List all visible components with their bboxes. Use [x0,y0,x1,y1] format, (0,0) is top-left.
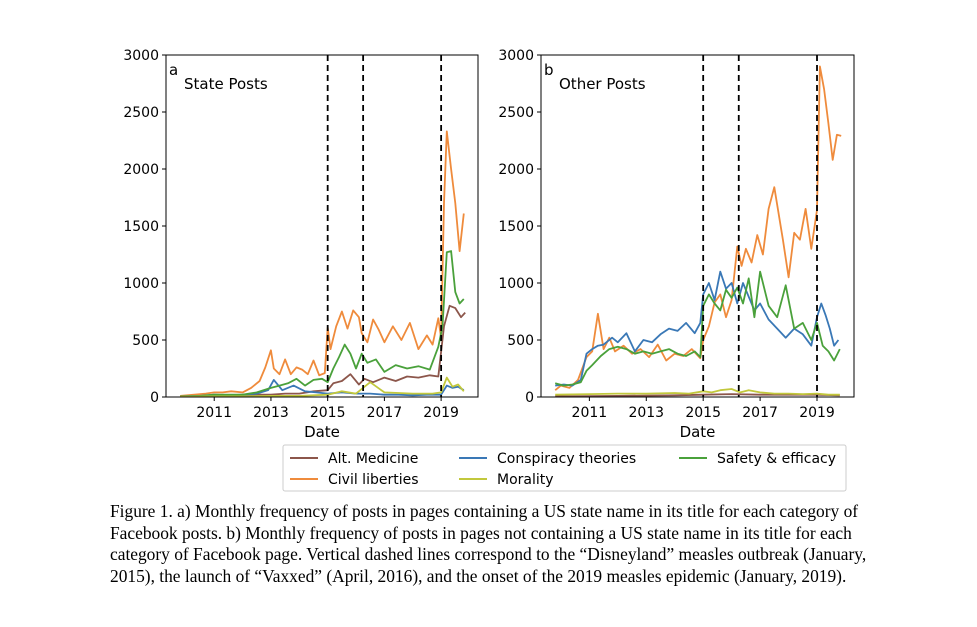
legend-item-conspiracy-theories-label: Conspiracy theories [497,451,636,467]
panel-b-ytick-label: 2000 [498,162,534,178]
panel-b-xtick-label: 2017 [742,405,778,421]
panel-a-ytick-label: 0 [150,390,159,406]
panel-a-series-civil-liberties [180,130,465,397]
panel-a-xtick-label: 2017 [367,405,403,421]
panel-a-ytick-label: 2000 [123,162,159,178]
panel-a-xlabel: Date [304,423,340,441]
panel-b-series-safety-efficacy [554,270,841,387]
panel-b-title: Other Posts [559,75,646,93]
panel-b-ytick-label: 1500 [498,219,534,235]
panel-a-ytick-label: 3000 [123,48,159,64]
panel-a-title: State Posts [184,75,268,93]
legend-item-safety-efficacy-label: Safety & efficacy [717,451,836,467]
panel-a-ytick-label: 500 [132,333,159,349]
legend-item-civil-liberties-label: Civil liberties [328,472,419,488]
panel-a-xtick-label: 2011 [196,405,232,421]
panel-b-ytick-label: 500 [507,333,534,349]
panel-a-series-alt-medicine [180,304,466,397]
legend-box [282,444,847,492]
panel-b: 0 500 1000 1500 2000 2500 3000 2011 2013 2015 2017… [498,48,855,441]
panel-b-xtick-label: 2013 [628,405,664,421]
panel-a: 0 500 1000 1500 2000 2500 3000 2011 2013 2015 2017… [123,48,479,441]
panel-a-series-morality [180,376,465,397]
panel-b-xlabel: Date [680,423,716,441]
panel-a-ytick-label: 1500 [123,219,159,235]
panel-a-ytick-label: 2500 [123,105,159,121]
panel-b-ytick-label: 0 [525,390,534,406]
panel-a-ytick-label: 1000 [123,276,159,292]
panel-b-series-morality [555,388,840,396]
figure-caption: Figure 1. a) Monthly frequency of posts … [110,501,867,586]
panel-b-series-civil-liberties [554,65,842,391]
panel-a-xtick-label: 2013 [253,405,289,421]
panel-b-ytick-label: 2500 [498,105,534,121]
panel-b-xtick-label: 2011 [572,405,608,421]
panel-a-letter: a [169,61,178,79]
panel-b-ytick-label: 3000 [498,48,534,64]
panel-b-ytick-label: 1000 [498,276,534,292]
panel-b-xtick-label: 2019 [799,405,835,421]
panel-b-xtick-label: 2015 [685,405,721,421]
panel-b-series-conspiracy-theories [555,270,840,387]
panel-a-xtick-label: 2019 [423,405,459,421]
panel-b-letter: b [544,61,554,79]
legend: Alt. Medicine Civil liberties Conspiracy t… [282,444,847,492]
panel-b-axes-frame [540,54,855,398]
panel-a-xtick-label: 2015 [310,405,346,421]
panel-a-axes-frame [165,54,479,398]
legend-item-morality-label: Morality [497,472,554,488]
legend-item-alt-medicine-label: Alt. Medicine [328,451,418,467]
